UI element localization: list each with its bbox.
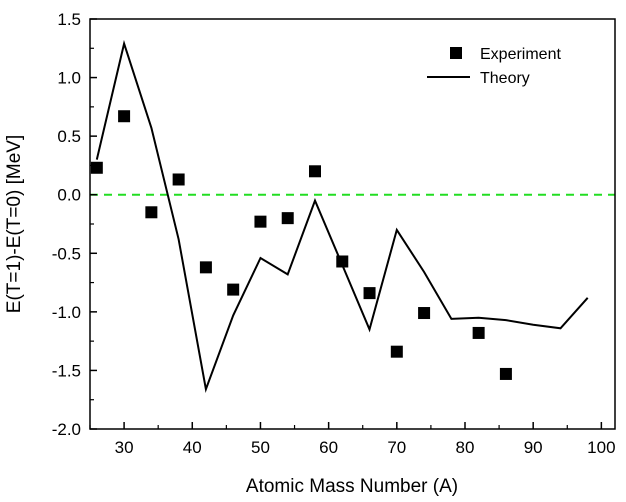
- plot-frame: [89, 18, 616, 430]
- x-tick-label-80: 80: [456, 438, 475, 457]
- y-tick-label-0: -2.0: [52, 420, 81, 439]
- y-tick-label-3: -0.5: [52, 244, 81, 263]
- experiment-point-3: [172, 173, 185, 186]
- experiment-point-4: [199, 261, 212, 274]
- series-experiment-points: [90, 110, 512, 380]
- series-layer: [90, 39, 589, 393]
- legend-theory-label: Theory: [480, 70, 530, 87]
- legend-experiment-marker: [450, 47, 462, 59]
- y-tick-label-5: 0.5: [57, 127, 81, 146]
- experiment-point-12: [418, 307, 431, 320]
- y-tick-label-7: 1.5: [57, 10, 81, 29]
- experiment-point-5: [227, 283, 240, 296]
- experiment-point-1: [118, 110, 131, 123]
- experiment-point-14: [499, 367, 512, 380]
- y-tick-label-2: -1.0: [52, 303, 81, 322]
- y-tick-label-1: -1.5: [52, 361, 81, 380]
- x-tick-label-100: 100: [587, 438, 615, 457]
- y-tick-label-6: 1.0: [57, 69, 81, 88]
- y-tick-label-4: 0.0: [57, 186, 81, 205]
- ticks-layer: 30 40 50 60 70 80 90 100 -2.0 -1.5 -1.0 -0.5 0.0 0.5 1…: [52, 10, 616, 457]
- experiment-point-6: [254, 215, 267, 228]
- y-axis-title: E(T=1)-E(T=0) [MeV]: [4, 135, 25, 313]
- experiment-point-13: [472, 326, 485, 339]
- legend-experiment-label: Experiment: [480, 46, 561, 63]
- experiment-point-2: [145, 206, 158, 219]
- x-tick-label-40: 40: [183, 438, 202, 457]
- experiment-point-7: [281, 212, 294, 225]
- x-tick-label-30: 30: [115, 438, 134, 457]
- experiment-point-10: [363, 287, 376, 300]
- x-tick-label-70: 70: [387, 438, 406, 457]
- legend: Experiment Theory: [427, 46, 561, 87]
- x-tick-label-50: 50: [251, 438, 270, 457]
- x-tick-label-60: 60: [319, 438, 338, 457]
- experiment-point-8: [309, 165, 321, 178]
- x-axis-title: Atomic Mass Number (A): [246, 476, 458, 497]
- experiment-point-0: [90, 161, 103, 174]
- x-tick-label-90: 90: [524, 438, 543, 457]
- experiment-point-11: [390, 345, 403, 358]
- series-theory-line: [95, 39, 589, 393]
